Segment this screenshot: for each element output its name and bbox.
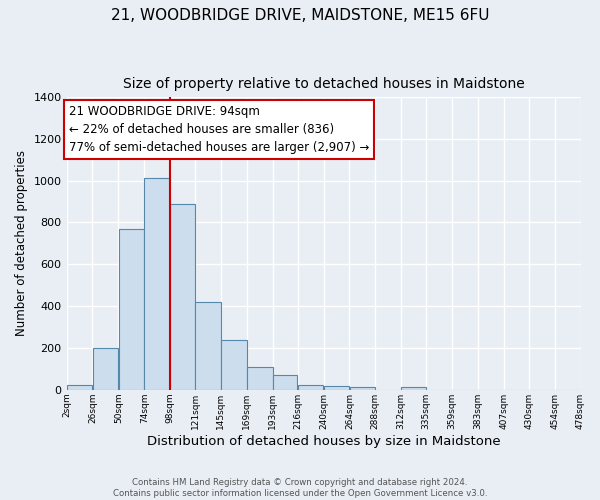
- Bar: [119, 228, 144, 390]
- Title: Size of property relative to detached houses in Maidstone: Size of property relative to detached ho…: [122, 78, 524, 92]
- Bar: [401, 386, 426, 390]
- X-axis label: Distribution of detached houses by size in Maidstone: Distribution of detached houses by size …: [147, 434, 500, 448]
- Bar: [67, 384, 92, 390]
- Text: Contains HM Land Registry data © Crown copyright and database right 2024.
Contai: Contains HM Land Registry data © Crown c…: [113, 478, 487, 498]
- Bar: [350, 386, 375, 390]
- Bar: [195, 302, 221, 390]
- Bar: [247, 367, 272, 390]
- Bar: [145, 178, 170, 390]
- Bar: [298, 384, 323, 390]
- Bar: [273, 375, 298, 390]
- Bar: [92, 348, 118, 390]
- Y-axis label: Number of detached properties: Number of detached properties: [15, 150, 28, 336]
- Bar: [323, 386, 349, 390]
- Text: 21, WOODBRIDGE DRIVE, MAIDSTONE, ME15 6FU: 21, WOODBRIDGE DRIVE, MAIDSTONE, ME15 6F…: [111, 8, 489, 22]
- Text: 21 WOODBRIDGE DRIVE: 94sqm
← 22% of detached houses are smaller (836)
77% of sem: 21 WOODBRIDGE DRIVE: 94sqm ← 22% of deta…: [69, 105, 369, 154]
- Bar: [170, 204, 195, 390]
- Bar: [221, 340, 247, 390]
